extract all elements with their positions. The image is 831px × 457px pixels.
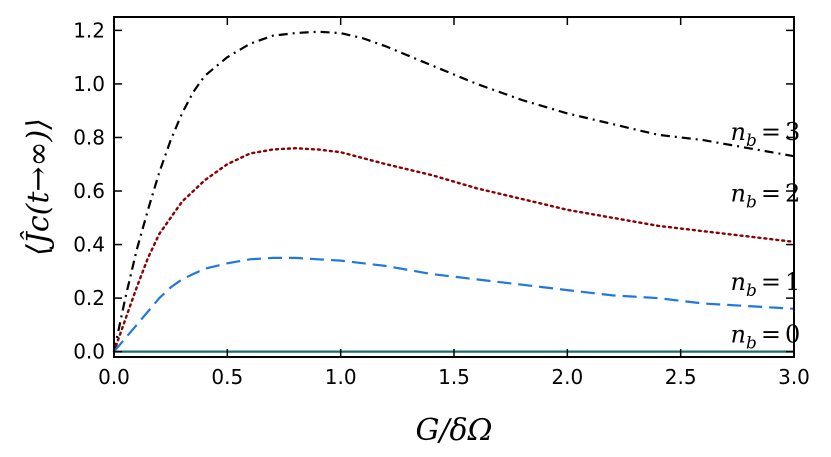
x-tick-label: 0.0 (98, 365, 130, 389)
x-tick-label: 2.5 (665, 365, 697, 389)
plot-frame (113, 16, 795, 358)
x-axis-label: G/δΩ (415, 413, 492, 448)
x-tick-label: 0.5 (211, 365, 243, 389)
y-tick-label: 1.0 (73, 72, 105, 96)
series-line (112, 30, 795, 352)
y-tick-label: 0.2 (73, 286, 105, 310)
labels-group: nb = 3 nb = 2 nb = 1 nb = 0 G/δΩ ⟨Ĵc(t→∞)⟩ (20, 118, 800, 448)
series-label: nb = 0 (731, 320, 801, 353)
x-tick-label: 1.5 (438, 365, 470, 389)
series-label: nb = 3 (731, 118, 801, 151)
y-tick-label: 0.8 (73, 125, 105, 149)
y-tick-label: 0.4 (73, 233, 105, 257)
series-line (112, 146, 796, 353)
x-tick-label: 3.0 (778, 365, 810, 389)
x-tick-label: 1.0 (325, 365, 357, 389)
series-label: nb = 2 (731, 180, 801, 213)
series-group (112, 30, 796, 353)
y-tick-label: 1.2 (73, 18, 105, 42)
y-tick-label: 0.0 (73, 340, 105, 364)
x-tick-label: 2.0 (551, 365, 583, 389)
ticks-group: 0.0 0.5 1.0 1.5 2.0 2.5 3.0 0.0 0.2 0.4 0.6 0.8 1.0 1… (73, 17, 810, 389)
series-label: nb = 1 (731, 268, 801, 301)
y-axis-label: ⟨Ĵc(t→∞)⟩ (20, 118, 56, 256)
series-line (113, 256, 795, 353)
y-tick-label: 0.6 (73, 179, 105, 203)
